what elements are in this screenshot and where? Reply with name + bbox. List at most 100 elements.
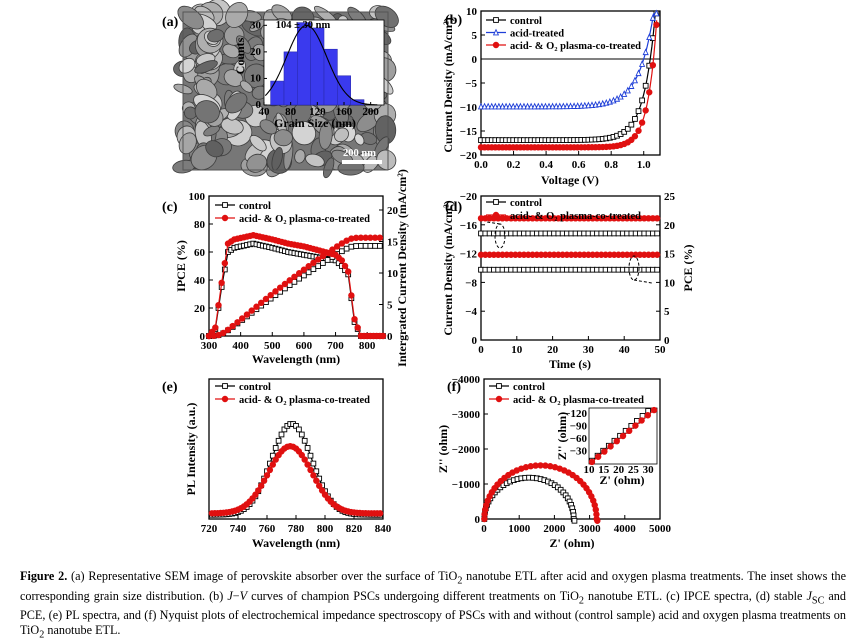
ipce-marker [221,266,228,273]
legend-marker [221,395,229,403]
sem-grain [323,157,335,179]
jv-marker [567,102,574,110]
x-tick-label: 1.0 [637,159,651,171]
inset-y-tick-label: 20 [250,46,262,58]
inset-marker [650,406,658,414]
x-tick-label: 3000 [579,523,602,535]
jv-marker [628,136,635,144]
sem-grain [259,119,277,135]
y-tick-label: 100 [189,191,206,203]
jv-marker [653,9,660,17]
nyquist-marker [571,517,578,524]
legend-marker [222,202,228,208]
integrated-marker [291,273,298,280]
x-tick-label: 0.6 [572,159,586,171]
jv-marker [553,102,560,110]
integrated-marker [310,259,317,267]
nyquist-curve-1 [483,464,598,522]
inset-y-tick-label: −120 [564,408,587,420]
jv-marker [635,69,642,77]
x-axis-label: Z' (ohm) [550,536,595,550]
jv-marker [574,102,581,109]
integrated-marker [253,303,260,310]
x-tick-label: 600 [296,340,313,352]
jv-marker [542,102,549,110]
inset-xlabel: Z' (ohm) [600,473,645,487]
jv-marker [531,102,538,110]
pl-marker [266,466,274,474]
ipce-marker [218,279,225,286]
y-tick-label: −4 [465,306,477,318]
pl-marker [301,437,308,444]
sem-grain [225,2,249,28]
annotation-ellipse [628,255,640,281]
x-tick-label: 800 [317,523,334,535]
integrated-marker [333,243,341,250]
y-tick-label: 0 [200,331,206,343]
jv-marker [628,121,635,128]
legend-marker [493,199,499,205]
integrated-marker [372,243,378,249]
legend-label: acid- & O₂ plasma-co-treated [510,41,641,52]
ipce-marker [354,324,361,331]
pl-marker [301,456,308,463]
sem-grain [205,140,224,158]
y-tick-label: 5 [472,30,478,42]
inset-marker [613,437,620,445]
y-tick-label: 0 [387,331,393,343]
panel-label-f: (f) [447,380,461,395]
y-tick-label: 10 [466,6,478,18]
sem-grain [203,125,220,137]
jv-marker [653,21,660,29]
integrated-marker [229,322,236,330]
integrated-marker [267,291,274,299]
legend-marker [222,383,228,389]
caption-text: (a) Representative SEM image of perovski… [20,569,847,641]
inset-annotation: 104 ± 30 nm [276,20,331,31]
integrated-marker [343,245,350,252]
integrated-marker [276,284,284,291]
jv-marker [632,116,638,122]
x-tick-label: 820 [346,523,363,535]
jv-marker [635,108,642,114]
jv-marker [524,102,531,110]
x-tick-label: 1000 [508,523,531,535]
jv-marker [528,102,535,110]
sem-grain [194,60,218,74]
x-tick-label: 840 [375,523,392,535]
inset-marker [607,443,614,450]
jv-marker [502,102,510,110]
inset-marker [619,432,627,440]
integrated-marker [234,319,241,326]
jv-marker [492,102,499,110]
y-tick-label: 40 [194,275,206,287]
legend-label: control [510,198,542,209]
legend-label: acid- & O₂ plasma-co-treated [513,395,644,406]
y-tick-label: 60 [194,247,206,259]
integrated-marker [314,256,322,263]
annotation-arrow [633,279,653,284]
sem-grain [249,134,267,152]
jv-marker [646,33,653,41]
integrated-marker [305,269,312,276]
integrated-marker [362,243,369,249]
y-tick-label: 0 [664,335,670,347]
x-axis-label: Wavelength (nm) [252,536,340,550]
jv-curve-0 [481,13,658,141]
integrated-marker [376,243,383,249]
pl-marker [252,491,259,498]
jv-marker [506,102,513,110]
integrated-marker [243,311,251,318]
pl-marker [263,472,271,479]
legend-label: acid-treated [510,29,564,40]
integrated-marker [300,266,308,273]
jv-marker [495,102,503,110]
y-tick-label: 5 [387,299,393,311]
sem-grain [294,149,306,164]
sem-grain [318,121,333,150]
y-tick-label: 20 [194,303,206,315]
jv-marker [621,129,628,135]
legend-label: control [239,382,271,393]
inset-xlabel: Grain Size (nm) [274,116,356,130]
pl-marker [307,452,314,459]
